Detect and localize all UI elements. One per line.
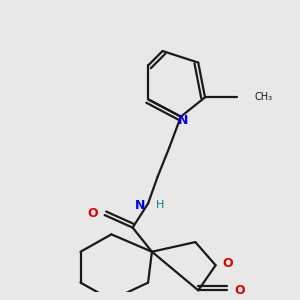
- Text: CH₃: CH₃: [254, 92, 272, 102]
- Text: O: O: [223, 257, 233, 270]
- Text: O: O: [234, 284, 245, 297]
- Text: N: N: [178, 114, 188, 127]
- Text: N: N: [135, 199, 146, 212]
- Text: H: H: [155, 200, 164, 210]
- Text: O: O: [88, 207, 98, 220]
